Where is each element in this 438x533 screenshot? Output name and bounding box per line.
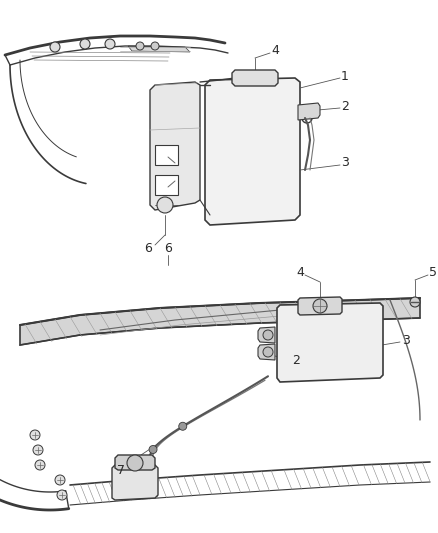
Polygon shape — [155, 145, 178, 165]
Polygon shape — [277, 303, 383, 382]
Text: 5: 5 — [429, 266, 437, 279]
Text: 7: 7 — [117, 464, 125, 478]
Polygon shape — [298, 297, 342, 315]
Text: 2: 2 — [341, 100, 349, 112]
Text: 1: 1 — [341, 69, 349, 83]
Polygon shape — [232, 70, 278, 86]
Circle shape — [35, 460, 45, 470]
Circle shape — [136, 42, 144, 50]
Circle shape — [151, 42, 159, 50]
Text: 3: 3 — [341, 157, 349, 169]
Polygon shape — [205, 78, 300, 225]
Text: 4: 4 — [296, 265, 304, 279]
Polygon shape — [155, 175, 178, 195]
Circle shape — [30, 430, 40, 440]
Text: 2: 2 — [292, 354, 300, 367]
Polygon shape — [128, 46, 190, 52]
Circle shape — [263, 330, 273, 340]
Text: 6: 6 — [144, 241, 152, 254]
Circle shape — [33, 445, 43, 455]
Circle shape — [149, 446, 157, 454]
Circle shape — [313, 299, 327, 313]
Circle shape — [55, 475, 65, 485]
Circle shape — [263, 347, 273, 357]
Circle shape — [157, 197, 173, 213]
Polygon shape — [258, 344, 275, 360]
Polygon shape — [298, 103, 320, 120]
Circle shape — [410, 297, 420, 307]
Polygon shape — [258, 327, 275, 343]
Circle shape — [179, 422, 187, 430]
Polygon shape — [112, 465, 158, 500]
Polygon shape — [150, 82, 200, 210]
Polygon shape — [20, 298, 420, 345]
Text: 3: 3 — [402, 334, 410, 346]
Text: 6: 6 — [164, 241, 172, 254]
Circle shape — [50, 42, 60, 52]
Polygon shape — [115, 455, 155, 470]
Circle shape — [127, 455, 143, 471]
Text: 4: 4 — [271, 44, 279, 56]
Circle shape — [105, 39, 115, 49]
Circle shape — [57, 490, 67, 500]
Circle shape — [80, 39, 90, 49]
